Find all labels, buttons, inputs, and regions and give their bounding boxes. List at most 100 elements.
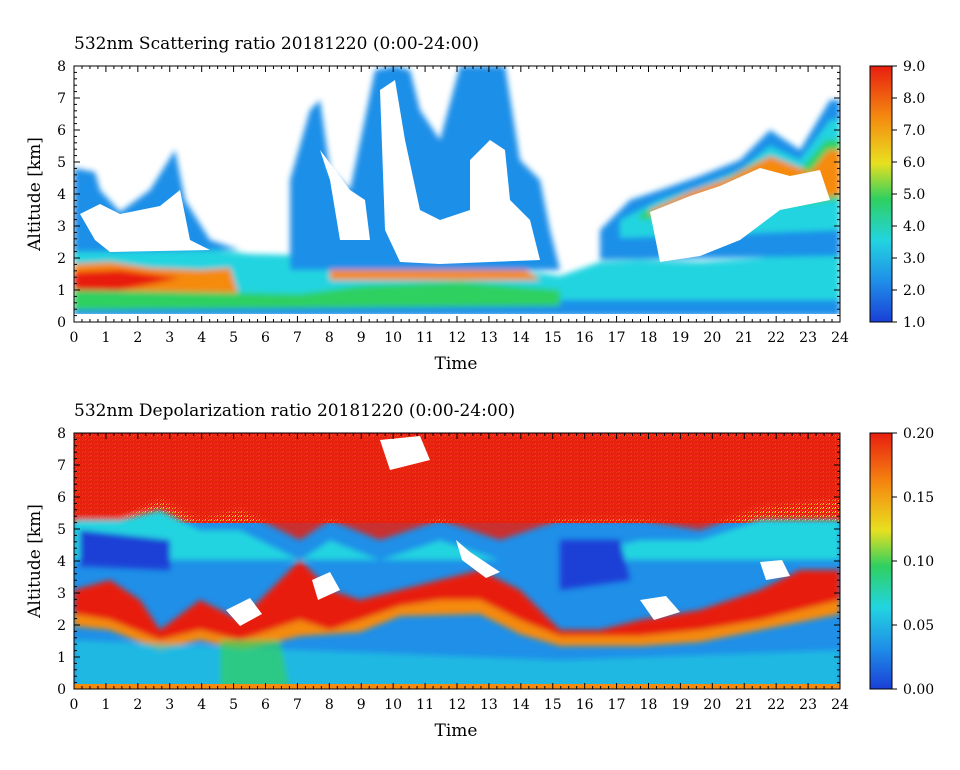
y-tick-label: 3 — [57, 219, 66, 235]
y-tick-label: 7 — [57, 91, 66, 107]
x-tick-label: 17 — [608, 697, 626, 713]
x-tick-label: 23 — [799, 330, 817, 346]
y-tick-label: 0 — [57, 682, 66, 698]
x-tick-label: 11 — [416, 330, 434, 346]
colorbar-label: 3.0 — [903, 251, 925, 267]
y-axis: 0 1 2 3 4 5 6 7 8 — [57, 426, 840, 698]
x-tick-label: 11 — [416, 697, 434, 713]
x-tick-label: 22 — [767, 697, 785, 713]
x-tick-label: 4 — [197, 697, 206, 713]
y-tick-label: 3 — [57, 586, 66, 602]
x-tick-label: 6 — [261, 330, 270, 346]
y-axis-label: Altitude [km] — [25, 137, 45, 252]
x-tick-label: 19 — [672, 697, 690, 713]
x-tick-label: 15 — [544, 330, 562, 346]
colorbar-label: 9.0 — [903, 59, 925, 75]
colorbar-label: 7.0 — [903, 123, 925, 139]
x-tick-label: 4 — [197, 330, 206, 346]
x-tick-label: 0 — [70, 330, 79, 346]
y-tick-label: 4 — [57, 187, 66, 203]
y-tick-label: 1 — [57, 283, 66, 299]
x-tick-label: 7 — [293, 697, 302, 713]
depolarization-ratio-panel: 532nm Depolarization ratio 20181220 (0:0… — [25, 401, 934, 741]
x-tick-label: 16 — [576, 697, 594, 713]
x-tick-label: 14 — [512, 697, 530, 713]
x-tick-label: 6 — [261, 697, 270, 713]
heatmap-field — [74, 433, 840, 689]
x-axis: 0 1 2 3 4 5 6 7 8 9 10 11 12 13 14 15 16 17 18 19 20 21 22 23 24 — [70, 433, 849, 713]
colorbar-label: 0.15 — [903, 490, 934, 506]
cloud-cores — [80, 80, 830, 264]
y-tick-label: 6 — [57, 123, 66, 139]
x-tick-label: 22 — [767, 330, 785, 346]
x-tick-label: 7 — [293, 330, 302, 346]
y-tick-label: 2 — [57, 618, 66, 634]
x-tick-label: 12 — [448, 330, 466, 346]
cloud-depol-edge — [74, 600, 840, 650]
colorbar-label: 0.20 — [903, 426, 934, 442]
green-band — [74, 282, 560, 310]
x-tick-label: 19 — [672, 330, 690, 346]
x-tick-label: 18 — [640, 697, 658, 713]
x-tick-label: 18 — [640, 330, 658, 346]
blue-patch-right — [560, 540, 630, 590]
y-tick-label: 7 — [57, 458, 66, 474]
colorbar: 0.00 0.05 0.10 0.15 0.20 — [869, 426, 934, 698]
cloud-saturated-spots — [226, 436, 790, 626]
y-axis: 0 1 2 3 4 5 6 7 8 — [57, 59, 840, 331]
x-tick-label: 5 — [229, 697, 238, 713]
x-tick-label: 3 — [165, 330, 174, 346]
x-tick-label: 20 — [703, 330, 721, 346]
mid-cyan-region — [74, 510, 840, 560]
colorbar-label: 0.00 — [903, 682, 934, 698]
y-tick-label: 5 — [57, 155, 66, 171]
colorbar-label: 1.0 — [903, 315, 925, 331]
x-tick-label: 9 — [357, 330, 366, 346]
x-tick-label: 2 — [133, 330, 142, 346]
chart-title: 532nm Scattering ratio 20181220 (0:00-24… — [74, 34, 479, 54]
colorbar-label: 5.0 — [903, 187, 925, 203]
x-tick-label: 13 — [480, 697, 498, 713]
high-depol-upper — [74, 433, 840, 540]
x-tick-label: 21 — [735, 330, 753, 346]
x-tick-label: 16 — [576, 330, 594, 346]
x-tick-label: 1 — [101, 330, 110, 346]
x-tick-label: 0 — [70, 697, 79, 713]
x-axis-label: Time — [435, 354, 478, 374]
colorbar-label: 8.0 — [903, 91, 925, 107]
x-tick-label: 5 — [229, 330, 238, 346]
x-tick-label: 2 — [133, 697, 142, 713]
scattering-ratio-panel: 532nm Scattering ratio 20181220 (0:00-24… — [25, 34, 925, 374]
colorbar-gradient — [869, 432, 893, 690]
x-tick-label: 20 — [703, 697, 721, 713]
x-tick-label: 12 — [448, 697, 466, 713]
x-tick-label: 9 — [357, 697, 366, 713]
x-tick-label: 8 — [325, 697, 334, 713]
colorbar-gradient — [869, 65, 893, 323]
y-tick-label: 8 — [57, 59, 66, 75]
surface-green-patch — [220, 640, 290, 689]
y-tick-label: 0 — [57, 315, 66, 331]
x-tick-label: 21 — [735, 697, 753, 713]
y-tick-label: 6 — [57, 490, 66, 506]
colorbar-label: 4.0 — [903, 219, 925, 235]
colorbar-label: 0.10 — [903, 554, 934, 570]
colorbar: 1.0 2.0 3.0 4.0 5.0 6.0 7.0 8.0 9.0 — [869, 59, 925, 331]
x-tick-label: 24 — [831, 697, 849, 713]
heatmap-field — [74, 66, 840, 322]
x-tick-label: 15 — [544, 697, 562, 713]
y-axis-label: Altitude [km] — [25, 504, 45, 619]
y-tick-label: 5 — [57, 522, 66, 538]
y-tick-label: 1 — [57, 650, 66, 666]
x-tick-label: 14 — [512, 330, 530, 346]
x-tick-label: 24 — [831, 330, 849, 346]
colorbar-label: 2.0 — [903, 283, 925, 299]
x-tick-label: 10 — [384, 697, 402, 713]
blue-patch-left — [80, 530, 170, 570]
x-tick-label: 13 — [480, 330, 498, 346]
x-tick-label: 3 — [165, 697, 174, 713]
x-axis: 0 1 2 3 4 5 6 7 8 9 10 11 12 13 14 15 16 17 18 19 20 21 22 23 24 — [70, 66, 849, 346]
y-tick-label: 4 — [57, 554, 66, 570]
x-tick-label: 10 — [384, 330, 402, 346]
